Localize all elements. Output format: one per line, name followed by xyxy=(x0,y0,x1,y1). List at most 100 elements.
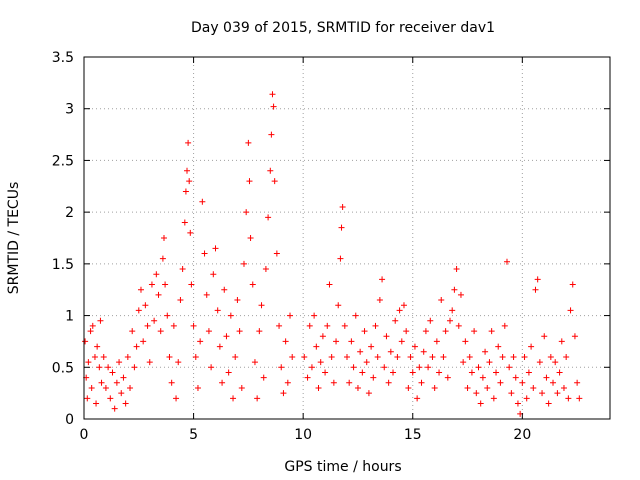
data-point xyxy=(379,276,386,283)
axis-ticks: 0 5 10 15 20 0 0.5 1 1.5 2 2.5 3 3.5 xyxy=(52,50,610,443)
data-point xyxy=(348,338,355,345)
data-point xyxy=(107,395,114,402)
chart-title: Day 039 of 2015, SRMTID for receiver dav… xyxy=(191,20,495,36)
data-point xyxy=(422,328,429,335)
data-point xyxy=(102,384,109,391)
data-point xyxy=(352,312,359,319)
data-point xyxy=(105,364,112,371)
data-point xyxy=(453,266,460,273)
data-point xyxy=(576,395,583,402)
data-point xyxy=(256,328,263,335)
data-point xyxy=(338,224,345,231)
data-point xyxy=(547,353,554,360)
data-point xyxy=(88,384,95,391)
data-point xyxy=(365,390,372,397)
data-point xyxy=(262,266,269,273)
data-point xyxy=(354,384,361,391)
data-point xyxy=(247,235,254,241)
data-point xyxy=(249,281,256,288)
data-point xyxy=(98,379,105,386)
data-point xyxy=(451,286,458,293)
data-point xyxy=(311,312,318,319)
data-point xyxy=(464,384,471,391)
data-point xyxy=(179,266,186,273)
data-point xyxy=(392,317,399,324)
data-point xyxy=(162,281,169,288)
data-point xyxy=(482,348,489,355)
data-point xyxy=(350,364,357,371)
data-point xyxy=(344,353,350,360)
data-point xyxy=(201,250,208,257)
data-point xyxy=(385,379,392,386)
data-point xyxy=(455,322,462,329)
data-point xyxy=(137,286,144,293)
data-point xyxy=(563,353,570,360)
data-point xyxy=(219,379,226,386)
data-point xyxy=(501,322,508,329)
data-point xyxy=(536,359,543,366)
data-point xyxy=(436,369,443,376)
data-point xyxy=(376,297,383,304)
data-point xyxy=(444,374,451,381)
data-point xyxy=(558,338,565,345)
data-point xyxy=(569,281,576,288)
data-point xyxy=(541,333,548,340)
y-tick-label: 0 xyxy=(65,412,74,428)
x-tick-label: 10 xyxy=(294,427,312,443)
data-point xyxy=(268,131,275,138)
data-point xyxy=(190,322,197,329)
x-tick-label: 20 xyxy=(513,427,531,443)
data-point xyxy=(192,353,199,360)
data-point xyxy=(306,322,313,329)
data-point xyxy=(552,359,559,366)
data-point xyxy=(287,312,294,319)
data-point xyxy=(543,374,550,381)
data-point xyxy=(381,364,388,371)
data-point xyxy=(175,359,182,366)
data-point xyxy=(182,188,189,195)
data-point xyxy=(361,328,368,335)
data-point xyxy=(170,322,177,329)
data-point xyxy=(216,343,223,350)
data-point xyxy=(407,353,414,360)
data-point xyxy=(82,338,89,345)
data-point xyxy=(571,333,578,340)
data-point xyxy=(457,291,464,298)
data-point xyxy=(273,250,280,257)
data-point xyxy=(490,395,497,402)
data-point xyxy=(280,390,287,397)
data-point xyxy=(120,374,127,381)
data-point xyxy=(197,338,204,345)
y-tick-label: 3 xyxy=(65,102,74,118)
data-point xyxy=(374,353,381,360)
x-tick-label: 5 xyxy=(189,427,198,443)
data-point xyxy=(210,271,217,278)
data-point xyxy=(567,307,574,314)
data-point xyxy=(284,379,291,386)
data-point xyxy=(503,258,510,265)
data-point xyxy=(497,379,504,386)
data-point xyxy=(129,328,136,335)
data-point xyxy=(440,353,447,360)
y-tick-label: 2 xyxy=(65,205,74,221)
data-point xyxy=(560,384,567,391)
data-point xyxy=(135,307,142,314)
data-point xyxy=(159,255,166,262)
data-point xyxy=(449,307,456,314)
data-point xyxy=(326,281,333,288)
data-point xyxy=(245,139,252,146)
data-point xyxy=(308,364,315,371)
data-point xyxy=(460,359,467,366)
data-point xyxy=(484,384,491,391)
data-point xyxy=(164,312,171,319)
data-point xyxy=(493,369,500,376)
data-point xyxy=(341,322,348,329)
data-point xyxy=(230,395,237,402)
data-point xyxy=(359,369,366,376)
data-point xyxy=(289,353,296,360)
data-point xyxy=(471,328,478,335)
data-point xyxy=(534,276,541,283)
data-point xyxy=(411,343,418,350)
y-tick-label: 3.5 xyxy=(52,50,74,66)
data-point xyxy=(246,178,253,185)
